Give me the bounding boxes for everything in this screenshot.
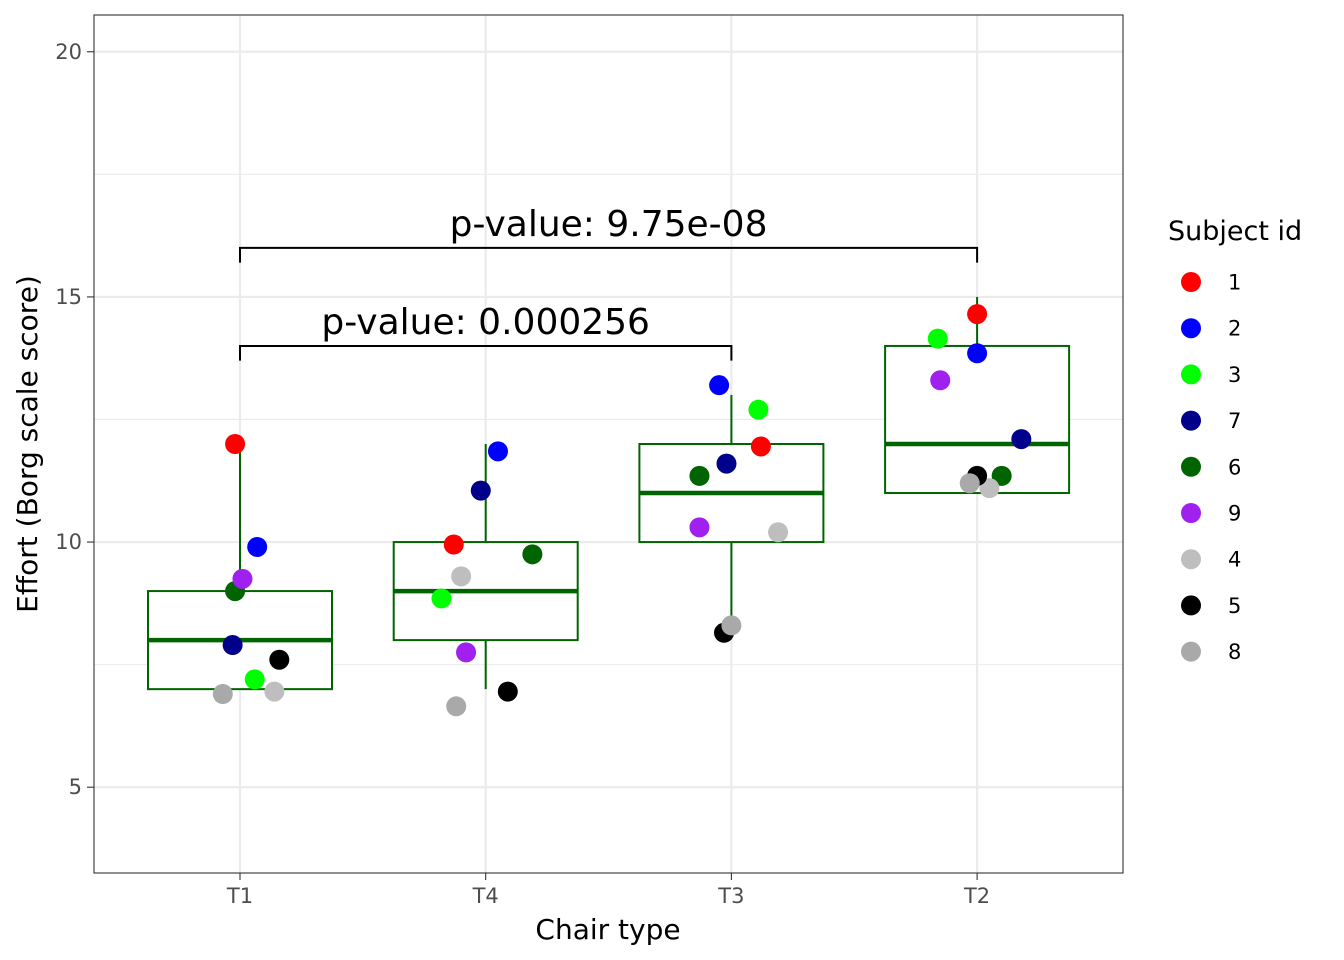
legend-item-4: 4 xyxy=(1181,548,1241,572)
significance-bracket: p-value: 0.000256 xyxy=(239,302,733,361)
x-tick-label: T1 xyxy=(226,884,253,908)
plot-panel-border xyxy=(93,14,1124,874)
legend-item-2: 2 xyxy=(1181,317,1241,341)
point-subject-5-t1 xyxy=(269,649,290,670)
point-subject-7-t2 xyxy=(1011,429,1032,450)
legend-item-6: 6 xyxy=(1181,455,1241,479)
p-value-label: p-value: 0.000256 xyxy=(321,302,650,343)
x-axis: T1 T4 T3 T2 xyxy=(226,873,990,908)
legend-label: 4 xyxy=(1228,548,1241,572)
point-subject-7-t3 xyxy=(716,453,737,474)
point-subject-2-t4 xyxy=(487,441,508,462)
bracket-line xyxy=(239,246,979,263)
y-tick-label: 20 xyxy=(55,40,82,64)
point-subject-9-t3 xyxy=(689,517,710,538)
legend-item-1: 1 xyxy=(1181,271,1241,295)
legend-key xyxy=(1181,456,1201,477)
point-subject-7-t4 xyxy=(470,480,491,501)
point-subject-3-t2 xyxy=(927,328,948,349)
point-subject-6-t2 xyxy=(991,465,1012,486)
point-subject-1-t4 xyxy=(443,534,464,555)
point-subject-1-t3 xyxy=(750,436,771,457)
point-subject-6-t4 xyxy=(522,544,543,565)
legend: Subject id 1 2 3 7 6 9 4 5 8 xyxy=(1168,216,1302,664)
y-tick-label: 10 xyxy=(55,530,82,554)
y-tick-label: 15 xyxy=(55,285,82,309)
point-subject-7-t1 xyxy=(222,635,243,656)
point-subject-9-t2 xyxy=(930,370,951,391)
legend-item-5: 5 xyxy=(1181,594,1241,618)
p-value-label: p-value: 9.75e-08 xyxy=(450,204,768,245)
point-subject-8-t1 xyxy=(212,684,233,705)
point-subject-8-t2 xyxy=(959,473,980,494)
legend-label: 2 xyxy=(1228,317,1241,341)
legend-item-3: 3 xyxy=(1181,363,1241,387)
point-subject-2-t1 xyxy=(247,536,268,557)
point-subject-4-t2 xyxy=(979,478,1000,499)
point-subject-9-t4 xyxy=(456,642,477,663)
point-subject-4-t3 xyxy=(768,522,789,543)
point-subject-6-t3 xyxy=(689,465,710,486)
boxplot-t4 xyxy=(392,444,579,690)
bracket-line xyxy=(239,344,733,361)
legend-key xyxy=(1181,549,1201,570)
x-tick-label: T4 xyxy=(472,884,499,908)
legend-title: Subject id xyxy=(1168,216,1302,247)
point-subject-8-t3 xyxy=(721,615,742,636)
point-subject-1-t1 xyxy=(225,434,246,454)
point-subject-3-t1 xyxy=(244,669,265,690)
significance-bracket: p-value: 9.75e-08 xyxy=(239,204,979,263)
legend-key xyxy=(1181,595,1201,616)
legend-label: 3 xyxy=(1228,363,1241,387)
legend-key xyxy=(1181,364,1201,385)
point-subject-4-t1 xyxy=(264,681,285,702)
legend-key xyxy=(1181,503,1201,523)
legend-key xyxy=(1181,410,1201,431)
x-axis-title: Chair type xyxy=(535,913,680,946)
point-subject-9-t1 xyxy=(232,568,253,589)
y-tick-label: 5 xyxy=(69,775,82,799)
legend-label: 8 xyxy=(1228,640,1241,664)
legend-item-7: 7 xyxy=(1181,409,1241,433)
legend-label: 5 xyxy=(1228,594,1241,618)
legend-item-9: 9 xyxy=(1181,502,1241,526)
point-subject-1-t2 xyxy=(967,304,988,325)
x-tick-label: T3 xyxy=(717,884,744,908)
legend-label: 9 xyxy=(1228,502,1241,526)
legend-label: 1 xyxy=(1228,271,1241,295)
y-axis: 5 10 15 20 xyxy=(55,40,94,799)
x-tick-label: T2 xyxy=(963,884,990,908)
point-subject-8-t4 xyxy=(446,696,467,717)
point-subject-4-t4 xyxy=(451,566,472,587)
legend-key xyxy=(1181,318,1201,339)
legend-label: 6 xyxy=(1228,455,1241,479)
y-axis-title: Effort (Borg scale score) xyxy=(11,275,44,613)
legend-item-8: 8 xyxy=(1181,640,1241,664)
legend-key xyxy=(1181,641,1201,662)
point-subject-5-t4 xyxy=(497,681,518,702)
data-points xyxy=(212,304,1032,717)
point-subject-3-t3 xyxy=(748,399,769,420)
point-subject-2-t3 xyxy=(709,375,730,396)
point-subject-2-t2 xyxy=(967,343,988,364)
significance-annotations: p-value: 9.75e-08 p-value: 0.000256 xyxy=(239,204,979,361)
point-subject-3-t4 xyxy=(431,588,452,609)
legend-label: 7 xyxy=(1228,409,1241,433)
legend-key xyxy=(1181,272,1201,292)
